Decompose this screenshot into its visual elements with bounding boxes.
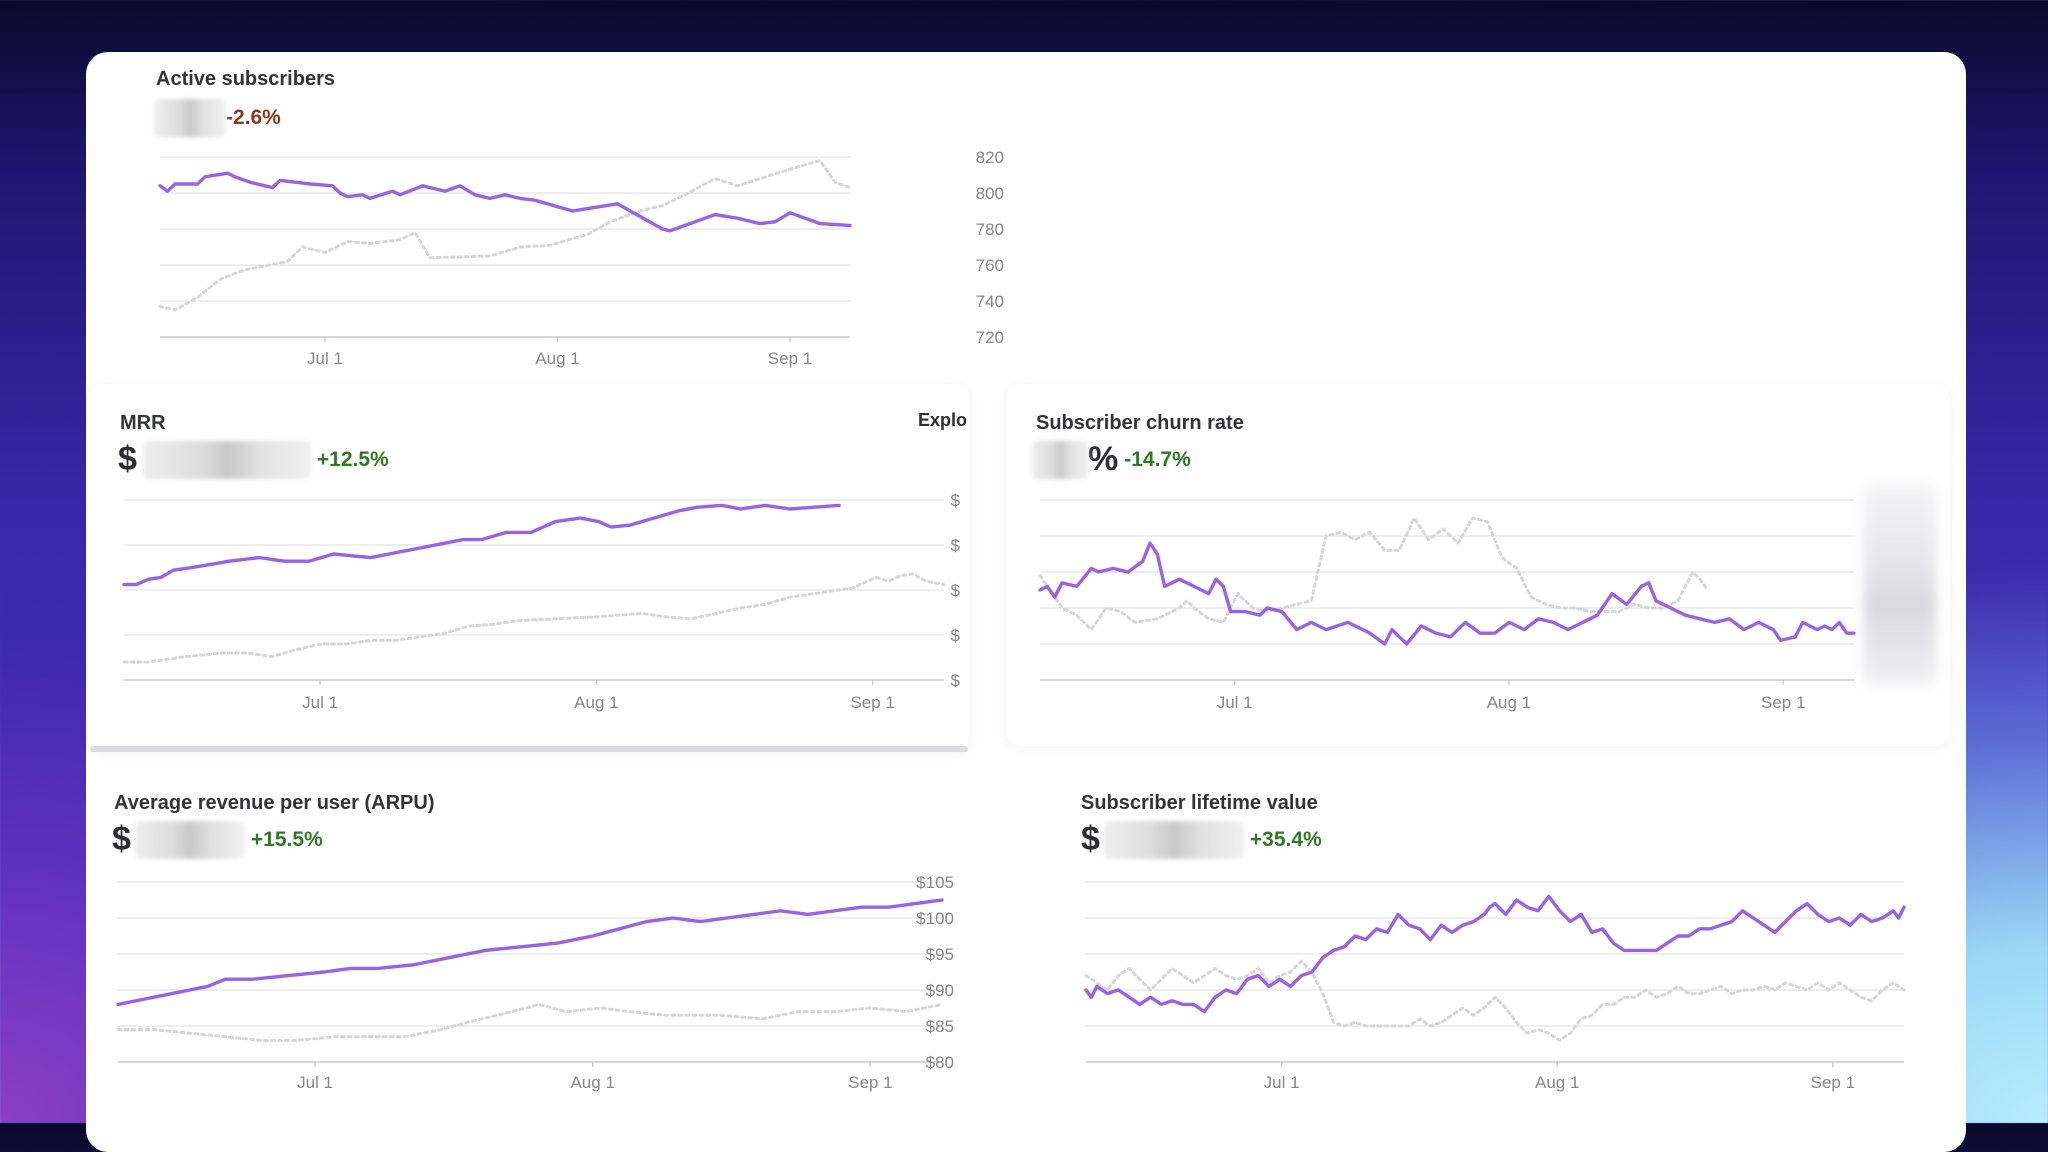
current-period-line — [1038, 541, 1856, 646]
mrr-panel[interactable]: MRR Explo $ +12.5% $ $ $ $ $ Jul 1 Aug 1 Sep 1 — [88, 384, 970, 752]
y-tick-label: $80 — [926, 1053, 954, 1072]
ltv-chart[interactable]: Jul 1 Aug 1 Sep 1 — [1046, 772, 1952, 1123]
churn-suffix: % — [1088, 440, 1119, 478]
arpu-panel[interactable]: Average revenue per user (ARPU) $ +15.5%… — [86, 772, 1026, 1123]
y-tick-label: 820 — [976, 148, 1004, 167]
churn-change: -14.7% — [1124, 447, 1191, 471]
mrr-value-redacted — [142, 440, 311, 479]
mrr-chart[interactable]: $ $ $ $ $ Jul 1 Aug 1 Sep 1 — [88, 384, 970, 752]
previous-period-line — [1038, 516, 1709, 632]
x-tick-label: Aug 1 — [535, 349, 579, 368]
ltv-value-redacted — [1103, 820, 1244, 859]
churn-y-axis-redacted — [1864, 484, 1936, 684]
active-subscribers-change: -2.6% — [226, 106, 281, 129]
current-period-line — [116, 898, 944, 1007]
mrr-currency: $ — [118, 440, 137, 478]
arpu-change: +15.5% — [250, 827, 323, 851]
mrr-change: +12.5% — [316, 447, 389, 471]
x-tick-label: Jul 1 — [307, 349, 343, 368]
x-tick-label: Aug 1 — [574, 693, 618, 712]
y-tick-label: 800 — [976, 184, 1004, 203]
x-tick-label: Jul 1 — [302, 693, 338, 712]
active-subscribers-panel[interactable]: Active subscribers -2.6% 720 740 760 780 800… — [86, 52, 1086, 392]
previous-period-line — [1084, 959, 1906, 1042]
y-tick-label: 720 — [976, 328, 1004, 347]
x-tick-label: Sep 1 — [850, 693, 894, 712]
y-tick-label: $90 — [926, 981, 954, 1000]
y-tick-label: 760 — [976, 256, 1004, 275]
ltv-change: +35.4% — [1249, 827, 1322, 851]
y-tick-label: 740 — [976, 292, 1004, 311]
arpu-chart[interactable]: $80 $85 $90 $95 $100 $105 Jul 1 Aug 1 Sep 1 — [86, 772, 1026, 1123]
x-tick-label: Aug 1 — [1535, 1073, 1579, 1092]
x-tick-label: Jul 1 — [1264, 1073, 1300, 1092]
previous-period-line — [158, 159, 852, 312]
x-tick-label: Jul 1 — [1217, 693, 1253, 712]
x-tick-label: Sep 1 — [1761, 693, 1805, 712]
x-tick-label: Sep 1 — [848, 1073, 892, 1092]
x-tick-label: Aug 1 — [570, 1073, 614, 1092]
y-tick-label: $ — [951, 491, 961, 510]
ltv-value-row: $ +35.4% — [1081, 820, 1322, 859]
ltv-currency: $ — [1081, 820, 1100, 858]
current-period-line — [1084, 894, 1906, 1014]
mrr-title: MRR — [120, 412, 166, 434]
y-tick-label: $85 — [926, 1017, 954, 1036]
ltv-title: Subscriber lifetime value — [1081, 792, 1318, 814]
x-tick-label: Sep 1 — [1811, 1073, 1855, 1092]
arpu-value-redacted — [134, 820, 245, 859]
current-period-line — [158, 171, 852, 233]
y-tick-label: $ — [951, 536, 961, 555]
y-tick-label: $ — [951, 671, 961, 690]
arpu-currency: $ — [112, 820, 131, 858]
active-subscribers-value-redacted — [154, 99, 226, 137]
churn-panel-shadow — [1006, 384, 1950, 746]
explore-link[interactable]: Explo — [918, 410, 968, 430]
churn-title: Subscriber churn rate — [1036, 412, 1244, 434]
churn-chart[interactable]: Jul 1 Aug 1 Sep 1 — [1006, 384, 1950, 746]
active-subscribers-chart[interactable]: 720 740 760 780 800 820 Jul 1 Aug 1 Sep 1 — [86, 52, 1086, 392]
y-tick-label: $ — [951, 581, 961, 600]
previous-period-line — [116, 1002, 944, 1042]
previous-period-line — [122, 572, 946, 664]
y-tick-label: $105 — [916, 873, 954, 892]
churn-value-redacted — [1032, 440, 1088, 479]
x-tick-label: Aug 1 — [1487, 693, 1531, 712]
arpu-value-row: $ +15.5% — [112, 820, 323, 859]
y-tick-label: $95 — [926, 945, 954, 964]
mrr-scroll-indicator[interactable] — [90, 746, 968, 752]
arpu-title: Average revenue per user (ARPU) — [114, 792, 435, 814]
churn-panel[interactable]: Subscriber churn rate % -14.7% Jul 1 Aug … — [1006, 384, 1950, 746]
churn-value-row: % -14.7% — [1032, 440, 1191, 479]
y-tick-label: 780 — [976, 220, 1004, 239]
x-tick-label: Sep 1 — [768, 349, 812, 368]
current-period-line — [122, 503, 841, 587]
ltv-panel[interactable]: Subscriber lifetime value $ +35.4% Jul 1… — [1046, 772, 1952, 1123]
active-subscribers-title: Active subscribers — [156, 68, 335, 90]
mrr-value-row: $ +12.5% — [118, 440, 389, 479]
active-subscribers-value-row: -2.6% — [154, 99, 281, 137]
x-tick-label: Jul 1 — [297, 1073, 333, 1092]
y-tick-label: $ — [951, 626, 961, 645]
y-tick-label: $100 — [916, 909, 954, 928]
